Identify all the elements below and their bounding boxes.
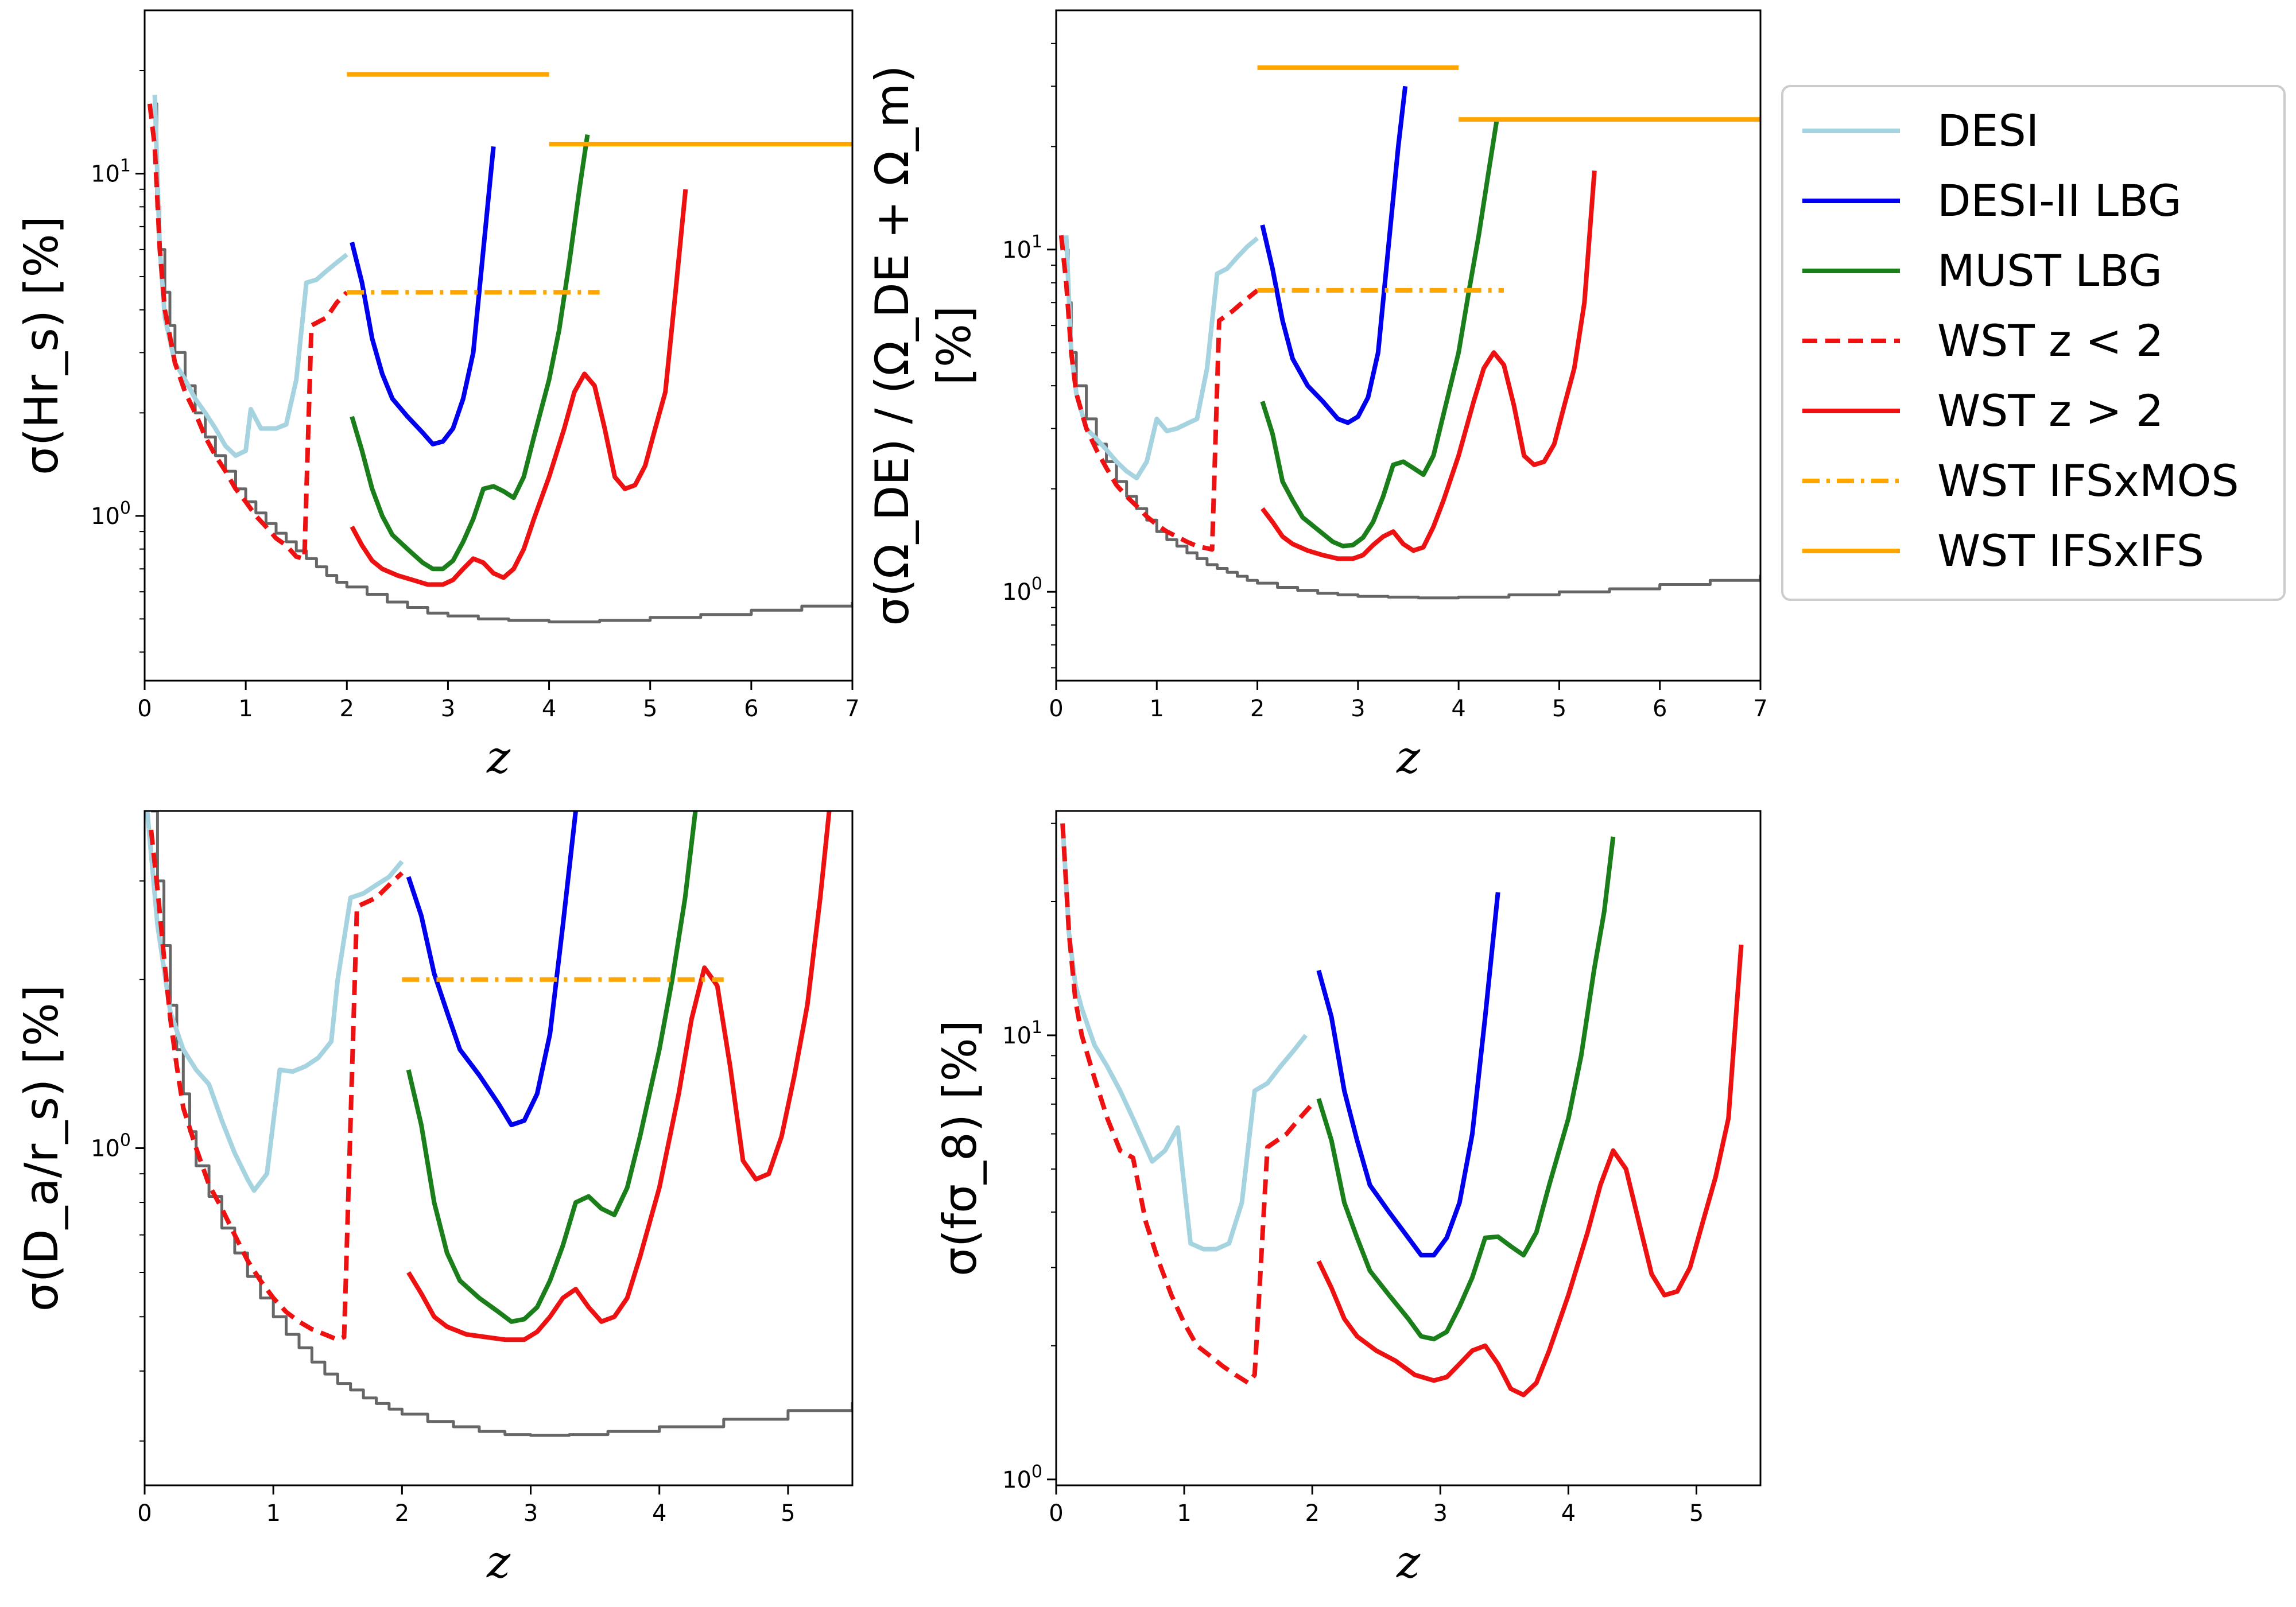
y-label-text: σ(fσ_8) [%] [933, 1020, 987, 1276]
series-wst-z-2-line [1316, 944, 1744, 1398]
x-tick-label: 6 [744, 696, 758, 722]
axes-frame [1055, 9, 1762, 682]
y-tick-label: 100 [91, 1131, 131, 1162]
legend-label: WST z < 2 [1937, 315, 2163, 366]
x-axis-label: z [1396, 1536, 1421, 1588]
x-tick-label: 1 [1150, 696, 1164, 722]
series-wst-z-2-line [1261, 170, 1597, 561]
x-axis-label: z [486, 1536, 511, 1588]
x-tick-label: 0 [1049, 1500, 1063, 1527]
series-group-OmegaDE [1058, 65, 1760, 600]
legend-label: WST z > 2 [1937, 385, 2163, 436]
legend-label: WST IFSxIFS [1937, 525, 2204, 576]
x-tick-label: 3 [441, 696, 455, 722]
x-axis-label: z [486, 732, 511, 783]
x-tick-label: 0 [137, 696, 152, 722]
series-desi-line [145, 811, 404, 1193]
x-tick-label: 1 [1177, 1500, 1191, 1527]
series-must-lbg-line [1260, 119, 1499, 549]
legend: DESI DESI-II LBG MUST LBG WST z < 2 WST z > … [1781, 85, 2286, 601]
x-tick-label: 3 [523, 1500, 538, 1527]
x-tick-label: 4 [652, 1500, 666, 1527]
legend-label: DESI [1937, 105, 2039, 156]
axes-frame [144, 9, 854, 682]
series-desi-ii-lbg-line [1316, 892, 1500, 1257]
y-tick-label: 101 [1002, 1018, 1042, 1049]
panel-H: 0 1 2 3 4 5 6 7 z 100 101 σ(Hr_s) [%] [15, 9, 860, 783]
x-tick-label: 5 [643, 696, 657, 722]
panel-OmegaDE: 0 1 2 3 4 5 6 7 z 100 101 σ(Ω_DE) / (Ω_DE + Ω_m) [%] [866, 9, 1768, 783]
y-tick-label: 100 [91, 498, 131, 530]
x-tick-label: 0 [137, 1500, 152, 1527]
x-tick-label: 5 [1689, 1500, 1704, 1527]
y-label-fraction: σ(Ω_DE) / (Ω_DE + Ω_m) [866, 65, 919, 626]
series-group-Da [145, 811, 852, 1437]
x-tick-label: 2 [1250, 696, 1265, 722]
series-desi-line [1064, 235, 1259, 480]
x-tick-label: 5 [781, 1500, 795, 1527]
series-desi-ii-lbg-line [1260, 86, 1408, 425]
series-wst-z-2-line [149, 829, 404, 1342]
x-tick-label: 1 [238, 696, 253, 722]
x-tick-label: 2 [340, 696, 354, 722]
legend-label: WST IFSxMOS [1937, 455, 2239, 506]
y-axis-label: σ(fσ_8) [%] [933, 1020, 987, 1276]
legend-label: DESI-II LBG [1937, 175, 2182, 226]
series-must-lbg-line [406, 811, 698, 1324]
x-tick-label: 1 [266, 1500, 280, 1527]
x-tick-label: 4 [1451, 696, 1465, 722]
x-tick-label: 2 [395, 1500, 409, 1527]
y-label-text: σ(Hr_s) [%] [15, 216, 68, 475]
panel-fsigma8: 0 1 2 3 4 5 z 100 101 σ(fσ_8) [%] [933, 810, 1762, 1588]
series-wst-z-2-line [1060, 823, 1314, 1385]
x-tick-label: 3 [1351, 696, 1365, 722]
y-axis-label: σ(Hr_s) [%] [15, 216, 68, 475]
series-must-lbg-line [1316, 836, 1616, 1342]
series-wst-z-2-line [350, 189, 688, 587]
x-tick-label: 0 [1049, 696, 1063, 722]
panel-Da: 0 1 2 3 4 5 z 100 σ(D_a/r_s) [%] [15, 810, 854, 1588]
y-label-unit: [%] [928, 306, 981, 385]
legend-box [1781, 85, 2286, 601]
series-floor-line [151, 811, 852, 1437]
series-group-fsigma8 [1060, 823, 1744, 1398]
x-tick-label: 2 [1305, 1500, 1319, 1527]
axes-frame [1055, 810, 1762, 1486]
series-group-H [147, 72, 852, 624]
y-tick-label: 101 [1002, 232, 1042, 263]
y-tick-label: 101 [91, 156, 131, 188]
legend-label: MUST LBG [1937, 245, 2162, 296]
x-tick-label: 7 [845, 696, 859, 722]
y-label-text: σ(D_a/r_s) [%] [15, 985, 68, 1311]
x-tick-label: 6 [1653, 696, 1667, 722]
series-desi-ii-lbg-line [350, 146, 496, 447]
y-tick-label: 100 [1002, 574, 1042, 605]
x-tick-label: 5 [1552, 696, 1566, 722]
y-tick-label: 100 [1002, 1462, 1042, 1493]
x-tick-label: 3 [1433, 1500, 1448, 1527]
series-wst-z-2-line [406, 811, 832, 1342]
x-tick-label: 4 [542, 696, 556, 722]
series-wst-z-2-line [147, 103, 349, 561]
series-desi-line [1060, 823, 1308, 1252]
series-wst-z-2-line [1058, 235, 1259, 552]
y-axis-label: σ(Ω_DE) / (Ω_DE + Ω_m) [%] [866, 65, 981, 626]
series-desi-ii-lbg-line [406, 811, 578, 1128]
x-tick-label: 4 [1561, 1500, 1576, 1527]
y-axis-label: σ(D_a/r_s) [%] [15, 985, 68, 1311]
x-tick-label: 7 [1753, 696, 1767, 722]
x-axis-label: z [1396, 732, 1421, 783]
series-must-lbg-line [350, 134, 590, 572]
series-floor-line [1064, 248, 1760, 600]
